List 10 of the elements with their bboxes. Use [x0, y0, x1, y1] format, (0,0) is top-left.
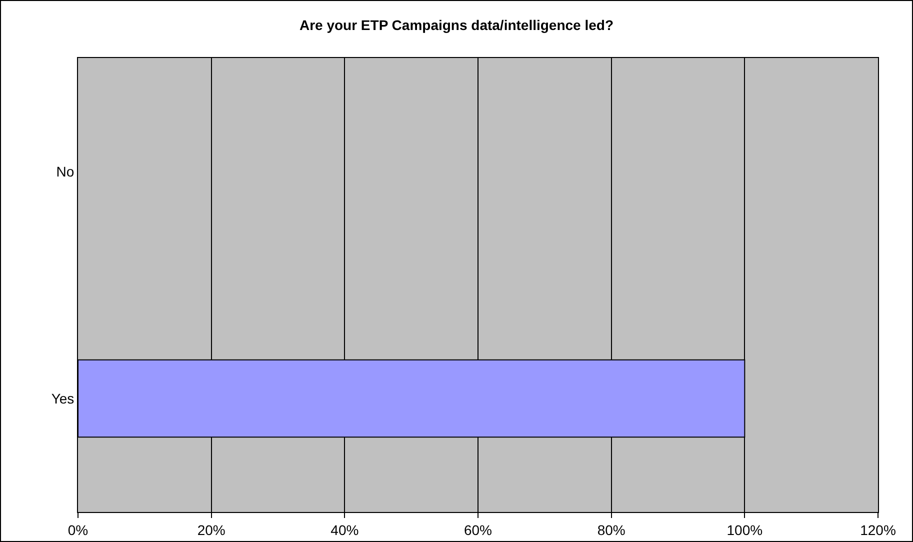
x-tick-label: 100%: [726, 522, 763, 538]
x-tick-label: 20%: [197, 522, 226, 538]
x-tick-label: 0%: [68, 522, 88, 538]
x-tick-label: 120%: [860, 522, 896, 538]
x-tick-label: 80%: [597, 522, 626, 538]
x-tick-label: 60%: [464, 522, 492, 538]
y-tick-label: Yes: [51, 390, 74, 406]
chart-title: Are your ETP Campaigns data/intelligence led?: [299, 17, 614, 34]
x-tick-label: 40%: [330, 522, 359, 538]
y-tick-label: No: [56, 163, 74, 180]
